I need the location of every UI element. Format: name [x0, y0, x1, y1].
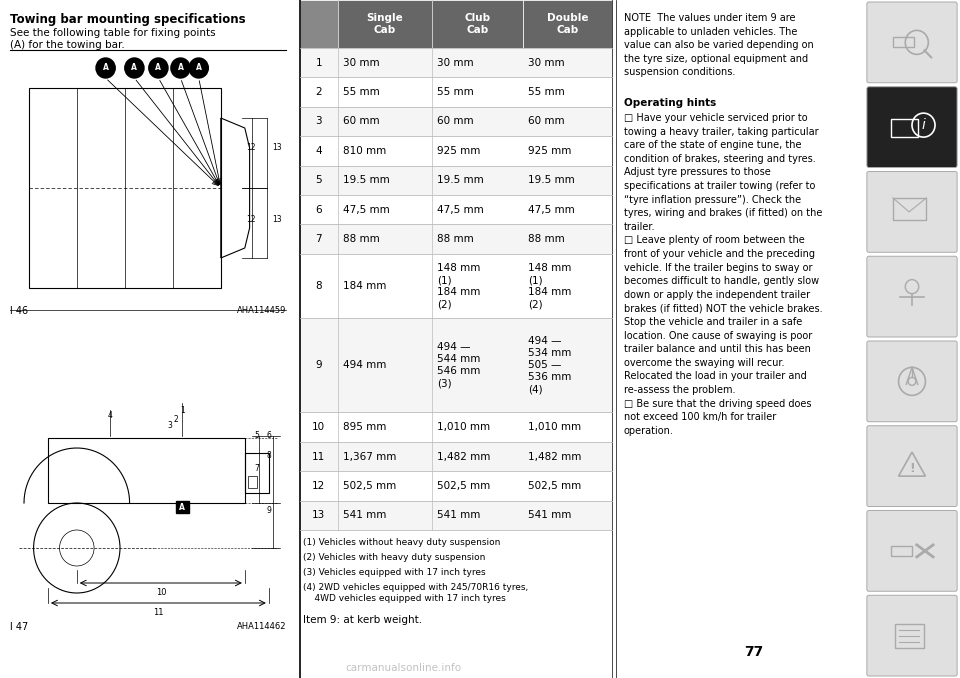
Text: 810 mm: 810 mm: [343, 146, 386, 156]
Bar: [338, 0, 432, 48]
Bar: [432, 0, 523, 48]
Text: 60 mm: 60 mm: [528, 117, 564, 127]
Text: (2) Vehicles with heavy duty suspension: (2) Vehicles with heavy duty suspension: [303, 553, 486, 562]
Text: 47,5 mm: 47,5 mm: [528, 205, 575, 215]
Bar: [891, 119, 918, 137]
Circle shape: [149, 58, 168, 78]
Circle shape: [171, 58, 190, 78]
Text: !: !: [909, 462, 915, 475]
Bar: [893, 198, 926, 220]
Text: 88 mm: 88 mm: [343, 234, 379, 244]
Text: 1,482 mm: 1,482 mm: [528, 452, 582, 462]
Text: 148 mm
(1)
184 mm
(2): 148 mm (1) 184 mm (2): [437, 263, 480, 309]
FancyBboxPatch shape: [867, 256, 957, 337]
Circle shape: [125, 58, 144, 78]
Text: 30 mm: 30 mm: [437, 58, 473, 68]
Bar: [29, 88, 221, 288]
Text: 8: 8: [267, 451, 271, 460]
Bar: [300, 471, 612, 500]
Text: 60 mm: 60 mm: [437, 117, 473, 127]
Text: 55 mm: 55 mm: [528, 87, 564, 97]
Bar: [895, 624, 924, 647]
Text: NOTE  The values under item 9 are
applicable to unladen vehicles. The
value can : NOTE The values under item 9 are applica…: [624, 13, 814, 77]
Bar: [300, 165, 612, 195]
Text: i: i: [922, 118, 925, 132]
Bar: [891, 546, 912, 556]
Text: carmanualsonline.info: carmanualsonline.info: [346, 662, 461, 673]
Text: 77: 77: [744, 645, 763, 659]
Text: 1,482 mm: 1,482 mm: [437, 452, 491, 462]
Text: A: A: [132, 64, 137, 73]
Text: 7: 7: [253, 464, 259, 473]
Bar: [300, 136, 612, 165]
Text: 88 mm: 88 mm: [528, 234, 564, 244]
Text: l 46: l 46: [10, 306, 28, 316]
Bar: [300, 319, 612, 412]
Text: 502,5 mm: 502,5 mm: [343, 481, 396, 491]
Text: 19.5 mm: 19.5 mm: [343, 175, 390, 185]
Text: 12: 12: [312, 481, 325, 491]
Bar: [893, 37, 914, 47]
Text: 494 —
534 mm
505 —
536 mm
(4): 494 — 534 mm 505 — 536 mm (4): [528, 336, 571, 395]
Text: 4: 4: [316, 146, 322, 156]
Text: 148 mm
(1)
184 mm
(2): 148 mm (1) 184 mm (2): [528, 263, 571, 309]
Text: 10: 10: [312, 422, 325, 432]
Text: l 47: l 47: [10, 622, 28, 632]
Text: A: A: [156, 64, 161, 73]
Text: 1,010 mm: 1,010 mm: [528, 422, 581, 432]
Text: 1: 1: [180, 406, 184, 415]
Text: Club
Cab: Club Cab: [465, 13, 491, 35]
Text: Item 9: at kerb weight.: Item 9: at kerb weight.: [303, 615, 422, 625]
Circle shape: [189, 58, 208, 78]
Bar: [300, 48, 612, 77]
Bar: [245, 453, 269, 493]
Text: 2: 2: [316, 87, 322, 97]
Text: 5: 5: [316, 175, 322, 185]
Text: 47,5 mm: 47,5 mm: [343, 205, 390, 215]
Text: Double
Cab: Double Cab: [547, 13, 588, 35]
Circle shape: [96, 58, 115, 78]
Bar: [300, 106, 612, 136]
Text: 13: 13: [273, 144, 282, 153]
Text: (4) 2WD vehicles equipped with 245/70R16 tyres,
    4WD vehicles equipped with 1: (4) 2WD vehicles equipped with 245/70R16…: [303, 583, 529, 603]
Text: 502,5 mm: 502,5 mm: [437, 481, 490, 491]
Text: 11: 11: [154, 608, 163, 617]
Text: AHA114462: AHA114462: [236, 622, 286, 631]
Text: 7: 7: [316, 234, 322, 244]
Text: 11: 11: [312, 452, 325, 462]
Text: 88 mm: 88 mm: [437, 234, 473, 244]
Text: 925 mm: 925 mm: [528, 146, 571, 156]
Text: 30 mm: 30 mm: [343, 58, 379, 68]
Bar: [300, 77, 612, 106]
Text: 47,5 mm: 47,5 mm: [437, 205, 484, 215]
Text: 2: 2: [174, 415, 178, 424]
Bar: [248, 476, 257, 488]
Text: 494 mm: 494 mm: [343, 361, 386, 370]
Bar: [300, 195, 612, 224]
Bar: [300, 442, 612, 471]
Text: 3: 3: [316, 117, 322, 127]
Text: 5: 5: [253, 431, 259, 440]
Text: A: A: [196, 64, 202, 73]
Text: 3: 3: [167, 421, 173, 430]
Text: Single
Cab: Single Cab: [367, 13, 403, 35]
FancyBboxPatch shape: [867, 87, 957, 167]
Text: □ Have your vehicle serviced prior to
towing a heavy trailer, taking particular
: □ Have your vehicle serviced prior to to…: [624, 113, 823, 436]
Bar: [300, 500, 612, 530]
Text: 60 mm: 60 mm: [343, 117, 379, 127]
Bar: [300, 254, 612, 319]
Text: 55 mm: 55 mm: [343, 87, 379, 97]
Text: 6: 6: [316, 205, 322, 215]
Text: (1) Vehicles without heavy duty suspension: (1) Vehicles without heavy duty suspensi…: [303, 538, 501, 547]
Text: 1,010 mm: 1,010 mm: [437, 422, 490, 432]
FancyBboxPatch shape: [867, 511, 957, 591]
FancyBboxPatch shape: [867, 2, 957, 83]
FancyBboxPatch shape: [867, 341, 957, 422]
Text: See the following table for fixing points
(A) for the towing bar.: See the following table for fixing point…: [10, 28, 215, 50]
Bar: [523, 0, 612, 48]
Text: Operating hints: Operating hints: [624, 98, 716, 108]
FancyBboxPatch shape: [867, 426, 957, 506]
Text: 19.5 mm: 19.5 mm: [528, 175, 575, 185]
Text: 541 mm: 541 mm: [343, 511, 386, 520]
Text: 8: 8: [316, 281, 322, 291]
